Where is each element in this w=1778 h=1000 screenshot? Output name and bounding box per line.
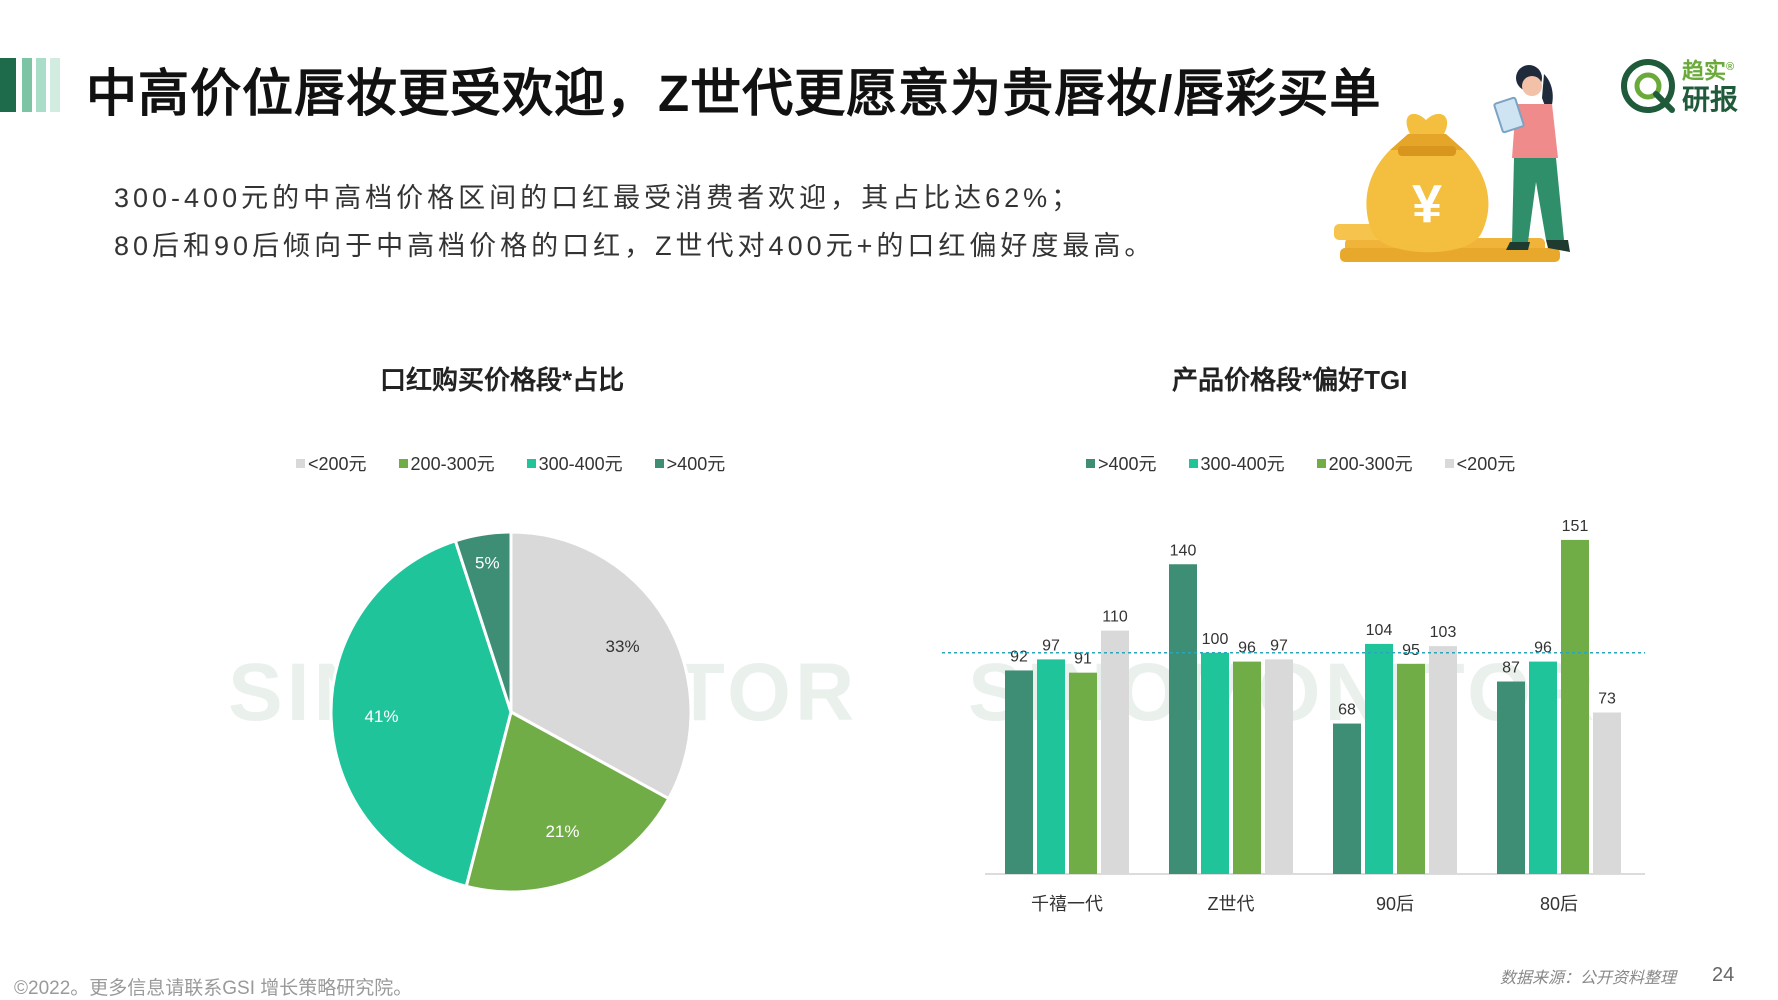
bar-data-label: 68 (1338, 702, 1356, 719)
bar-data-label: 110 (1102, 609, 1128, 626)
bar-data-label: 97 (1270, 637, 1288, 654)
pie-data-label-300-400元: 41% (364, 707, 398, 726)
pie-legend-swatch (526, 458, 536, 468)
bar-legend-swatch (1444, 458, 1454, 468)
bar-data-label: 73 (1598, 690, 1616, 707)
pie-legend-label: 200-300元 (410, 454, 495, 474)
pie-data-label-lt200元: 33% (606, 637, 640, 656)
bar-legend-label: <200元 (1456, 454, 1516, 474)
bar-千禧一代-300-400元 (1037, 659, 1065, 874)
bar-legend-swatch (1188, 458, 1198, 468)
pie-legend-swatch (398, 458, 408, 468)
accent-bar-1 (0, 58, 16, 112)
pie-legend-label: >400元 (666, 454, 726, 474)
pie-legend-item-200-300元: 200-300元 (398, 450, 495, 476)
logo-mark-icon (1621, 59, 1675, 113)
pie-legend-item-lt200元: <200元 (296, 450, 367, 476)
bar-90后-300-400元 (1365, 643, 1393, 874)
summary-text: 300-400元的中高档价格区间的口红最受消费者欢迎，其占比达62%； 80后和… (114, 180, 1155, 276)
pie-legend-label: <200元 (308, 454, 367, 474)
bar-80后-lt200元 (1593, 712, 1621, 874)
page-title: 中高价位唇妆更受欢迎，Z世代更愿意为贵唇妆/唇彩买单 (86, 65, 1382, 122)
x-tick-label-千禧一代: 千禧一代 (1031, 894, 1103, 914)
x-tick-label-80后: 80后 (1540, 894, 1578, 914)
footer-copyright: ©2022。更多信息请联系GSI 增长策略研究院。 (14, 978, 413, 999)
bar-legend-swatch (1086, 458, 1095, 468)
pie-slice-lt200元 (509, 530, 693, 801)
pie-chart-legend: <200元 200-300元 300-400元 >400元 (296, 450, 725, 476)
bar-legend-label: 300-400元 (1200, 454, 1285, 474)
bar-legend-label: 200-300元 (1328, 454, 1413, 474)
bar-data-label: 96 (1534, 640, 1552, 657)
bar-data-label: 97 (1042, 637, 1060, 654)
accent-bar-3 (36, 58, 46, 112)
pie-legend-item-gt400元: >400元 (654, 450, 726, 476)
pie-data-label-gt400元: 5% (475, 554, 500, 573)
bar-data-label: 140 (1170, 542, 1197, 559)
bar-80后-200-300元 (1561, 539, 1589, 874)
bar-Z世代-200-300元 (1233, 661, 1261, 874)
x-tick-label-Z世代: Z世代 (1208, 894, 1255, 914)
pie-legend-swatch (654, 458, 664, 468)
logo-text-line-2: 研报 (1682, 84, 1739, 116)
bar-千禧一代-gt400元 (1005, 670, 1033, 874)
bar-Z世代-300-400元 (1201, 652, 1229, 874)
bar-千禧一代-200-300元 (1069, 672, 1097, 874)
bar-data-label: 91 (1074, 651, 1092, 668)
bar-90后-200-300元 (1397, 663, 1425, 874)
pie-slice-200-300元 (464, 709, 671, 894)
bar-Z世代-lt200元 (1265, 659, 1293, 874)
bar-chart-title: 产品价格段*偏好TGI (1172, 365, 1408, 395)
pie-legend-item-300-400元: 300-400元 (526, 450, 623, 476)
logo-text-line-1: 趋实 (1682, 58, 1727, 84)
woman-with-clipboard-icon (1493, 65, 1570, 252)
bar-data-label: 92 (1010, 648, 1028, 665)
bar-chart-legend: >400元 300-400元 200-300元 <200元 (1086, 450, 1515, 476)
yen-symbol: ¥ (1412, 174, 1442, 234)
bar-legend-item-200-300元: 200-300元 (1316, 450, 1413, 476)
registered-mark: ® (1726, 61, 1735, 73)
bar-legend-swatch (1316, 458, 1326, 468)
bar-data-label: 87 (1502, 660, 1520, 677)
accent-bar-4 (50, 58, 60, 112)
bar-legend-item-lt200元: <200元 (1444, 450, 1516, 476)
bar-legend-item-gt400元: >400元 (1086, 450, 1157, 476)
data-source-note: 数据来源：公开资料整理 (1500, 970, 1677, 987)
x-tick-label-90后: 90后 (1376, 894, 1414, 914)
pie-chart-title: 口红购买价格段*占比 (380, 365, 625, 395)
pie-legend-label: 300-400元 (538, 454, 623, 474)
bar-data-label: 104 (1366, 622, 1393, 639)
bar-90后-lt200元 (1429, 646, 1457, 874)
summary-line-2: 80后和90后倾向于中高档价格的口红，Z世代对400元+的口红偏好度最高。 (114, 231, 1156, 261)
brand-logo: 趋实® 研报 (1618, 54, 1758, 118)
bar-data-label: 103 (1430, 624, 1457, 641)
money-bag-with-woman-illustration: ¥ (1334, 65, 1570, 262)
bar-data-label: 100 (1202, 631, 1229, 648)
bar-data-label: 151 (1562, 518, 1589, 535)
bar-80后-gt400元 (1497, 681, 1525, 874)
money-bag-icon: ¥ (1366, 113, 1489, 253)
bar-80后-300-400元 (1529, 661, 1557, 874)
bar-data-label: 96 (1238, 640, 1256, 657)
pie-slice-gt400元 (453, 530, 513, 713)
pie-data-label-200-300元: 21% (545, 822, 579, 841)
logo-text: 趋实® 研报 (1682, 54, 1738, 116)
bar-data-label: 95 (1402, 642, 1420, 659)
title-accent-bars (0, 58, 64, 112)
page-number: 24 (1712, 964, 1735, 986)
bar-千禧一代-lt200元 (1101, 630, 1129, 874)
pie-legend-swatch (296, 458, 305, 468)
bar-legend-item-300-400元: 300-400元 (1188, 450, 1285, 476)
summary-line-1: 300-400元的中高档价格区间的口红最受消费者欢迎，其占比达62%； (114, 183, 1083, 213)
bar-90后-gt400元 (1333, 723, 1361, 874)
pie-slice-300-400元 (329, 538, 513, 889)
bar-legend-label: >400元 (1098, 454, 1157, 474)
accent-bar-2 (22, 58, 32, 112)
bar-Z世代-gt400元 (1169, 564, 1197, 874)
